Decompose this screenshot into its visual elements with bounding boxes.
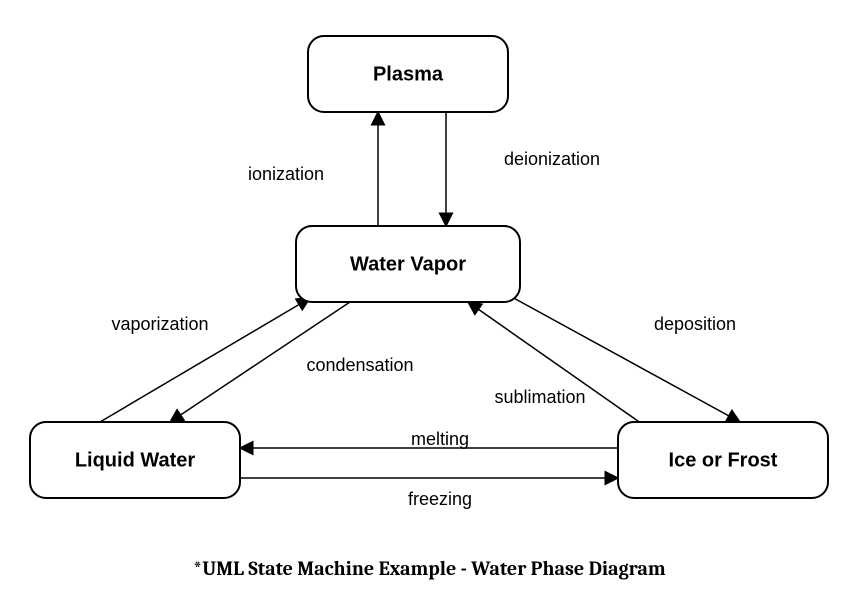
edge-label-sublimation: sublimation [494,387,585,407]
edge-melting: melting [240,429,618,449]
edge-freezing: freezing [240,478,618,509]
edge-vaporization: vaporization [100,298,310,422]
edge-label-ionization: ionization [248,164,324,184]
node-label-ice-or-frost: Ice or Frost [669,449,778,471]
node-water-vapor: Water Vapor [296,226,520,302]
node-plasma: Plasma [308,36,508,112]
node-ice-or-frost: Ice or Frost [618,422,828,498]
edge-label-deionization: deionization [504,149,600,169]
node-label-liquid-water: Liquid Water [75,449,196,471]
edge-label-freezing: freezing [408,489,472,509]
edge-label-deposition: deposition [654,314,736,334]
edge-deionization: deionization [446,112,600,226]
node-label-plasma: Plasma [373,63,444,85]
edge-label-condensation: condensation [306,355,413,375]
state-diagram: ionization deionization vaporization conden… [0,0,859,609]
edge-ionization: ionization [248,112,378,226]
edge-label-melting: melting [411,429,469,449]
edge-sublimation: sublimation [468,302,645,426]
edge-label-vaporization: vaporization [111,314,208,334]
diagram-caption: *UML State Machine Example - Water Phase… [193,557,666,580]
node-liquid-water: Liquid Water [30,422,240,498]
node-label-water-vapor: Water Vapor [350,253,466,275]
